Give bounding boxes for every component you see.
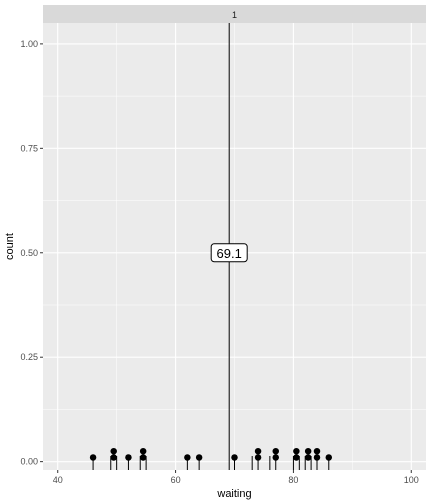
- data-point: [254, 447, 262, 455]
- data-point: [110, 454, 117, 461]
- data-point: [139, 447, 147, 455]
- y-axis-title: count: [4, 233, 16, 260]
- facet-strip-label: 1: [232, 10, 237, 20]
- data-point: [272, 454, 279, 461]
- data-point: [272, 447, 279, 455]
- data-point: [184, 454, 191, 461]
- data-point: [313, 447, 321, 455]
- data-point: [325, 454, 333, 461]
- y-tick-label: 0.25: [20, 352, 38, 362]
- data-point: [231, 454, 238, 461]
- data-point: [195, 454, 203, 461]
- x-tick-label: 60: [171, 475, 181, 485]
- y-tick-label: 0.00: [20, 457, 38, 467]
- x-tick-label: 100: [404, 475, 419, 485]
- x-axis-title: waiting: [216, 488, 251, 500]
- y-tick-label: 1.00: [20, 39, 38, 49]
- data-point: [304, 447, 312, 455]
- data-points: [89, 447, 333, 461]
- data-point: [139, 454, 147, 461]
- x-tick-label: 80: [288, 475, 298, 485]
- x-axis-ticks: 40 60 80 100: [53, 470, 419, 485]
- data-point: [89, 454, 97, 461]
- facet-strip: [43, 5, 426, 23]
- data-point: [110, 447, 117, 455]
- data-point: [125, 454, 132, 461]
- data-point: [293, 454, 300, 461]
- x-tick-label: 40: [53, 475, 63, 485]
- y-axis-ticks: 0.00 0.25 0.50 0.75 1.00: [20, 39, 43, 467]
- mean-label-box: [210, 243, 248, 263]
- y-tick-label: 0.75: [20, 143, 38, 153]
- data-point: [254, 454, 262, 461]
- data-point: [304, 454, 312, 461]
- mean-label: 69.1: [217, 246, 242, 261]
- y-tick-label: 0.50: [20, 248, 38, 258]
- data-point: [313, 454, 321, 461]
- data-point: [293, 447, 300, 455]
